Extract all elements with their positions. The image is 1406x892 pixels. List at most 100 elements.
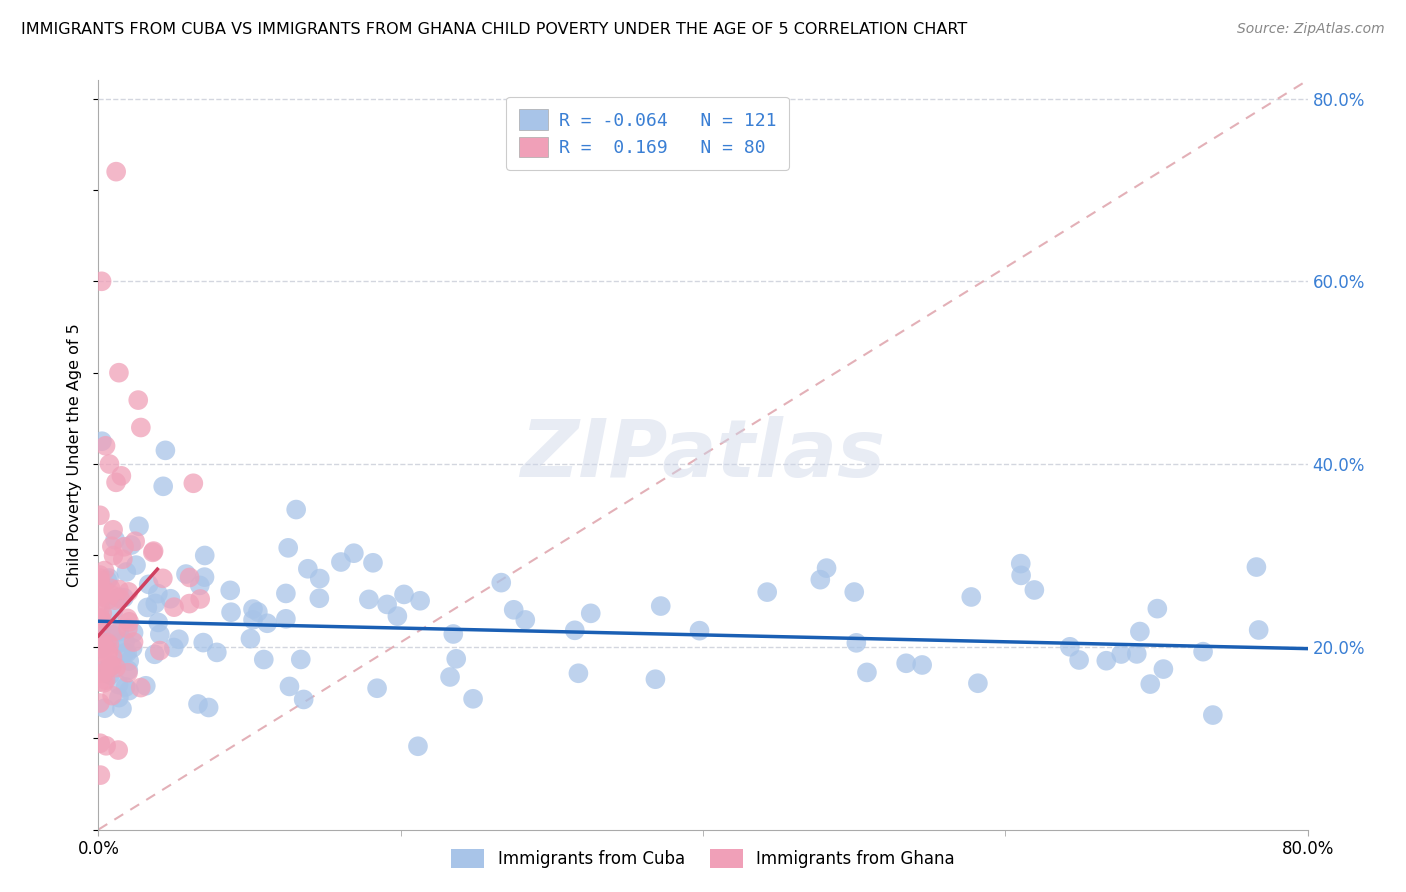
Point (146, 587, 169, 601)
Point (96, 635, 118, 649)
Point (1246, 560, 1268, 574)
Point (97, 661, 120, 675)
Point (489, 575, 512, 590)
Point (104, 593, 127, 607)
Point (108, 582, 131, 597)
Point (89, 508, 111, 523)
Point (108, 690, 131, 705)
Point (856, 665, 879, 680)
Point (205, 645, 228, 659)
Point (808, 573, 831, 587)
Point (90, 582, 112, 597)
Point (89, 568, 111, 582)
Point (91, 637, 114, 651)
Point (253, 652, 276, 666)
Point (285, 502, 308, 516)
Point (122, 635, 145, 649)
Point (1010, 568, 1032, 582)
Point (274, 612, 297, 626)
Point (308, 591, 330, 606)
Point (108, 624, 131, 639)
Point (129, 681, 152, 695)
Point (89, 616, 111, 631)
Point (93, 701, 115, 715)
Point (564, 624, 586, 638)
Point (117, 585, 139, 599)
Text: ZIPatlas: ZIPatlas (520, 416, 886, 494)
Point (89, 571, 111, 585)
Point (308, 572, 330, 586)
Point (93, 675, 115, 690)
Point (1129, 624, 1152, 639)
Point (101, 650, 124, 665)
Point (290, 652, 312, 666)
Point (441, 627, 464, 641)
Point (108, 591, 131, 606)
Point (104, 533, 127, 547)
Point (219, 583, 242, 598)
Point (461, 691, 484, 706)
Point (91, 606, 114, 620)
Point (90, 434, 112, 449)
Point (90, 613, 112, 627)
Point (105, 661, 128, 675)
Point (98, 571, 121, 585)
Point (152, 571, 174, 585)
Point (894, 657, 917, 671)
Point (138, 577, 160, 591)
Point (194, 549, 217, 563)
Point (242, 602, 264, 616)
Point (375, 598, 398, 612)
Point (911, 657, 934, 672)
Point (650, 599, 672, 613)
Point (122, 625, 145, 640)
Point (97, 592, 120, 607)
Point (101, 523, 124, 537)
Point (90, 640, 112, 655)
Point (108, 591, 131, 605)
Point (845, 636, 868, 650)
Point (148, 615, 170, 630)
Point (90, 624, 112, 638)
Point (1152, 662, 1174, 676)
Point (108, 366, 131, 380)
Point (129, 420, 152, 434)
Point (1146, 601, 1168, 615)
Point (579, 607, 602, 621)
Point (329, 555, 352, 569)
Point (163, 600, 186, 615)
Point (502, 603, 524, 617)
Point (104, 624, 127, 638)
Point (101, 539, 124, 553)
Point (188, 578, 211, 592)
Point (135, 679, 157, 693)
Point (143, 648, 166, 662)
Point (94, 673, 117, 687)
Point (111, 552, 134, 566)
Point (103, 603, 125, 617)
Point (1192, 645, 1215, 659)
Point (90, 590, 112, 604)
Point (278, 680, 301, 694)
Point (219, 605, 242, 619)
Point (174, 567, 197, 582)
Point (90, 664, 112, 678)
Point (103, 549, 125, 563)
Point (125, 558, 148, 573)
Point (357, 592, 380, 607)
Point (1067, 653, 1090, 667)
Point (297, 562, 319, 576)
Point (136, 600, 159, 615)
Point (142, 544, 165, 558)
Point (392, 587, 415, 601)
Point (89, 601, 111, 615)
Point (193, 570, 215, 584)
Point (967, 676, 990, 690)
Point (97, 644, 120, 658)
Point (343, 546, 366, 560)
Point (844, 585, 866, 599)
Point (112, 591, 135, 605)
Point (1024, 582, 1046, 597)
Point (366, 681, 388, 696)
Point (149, 643, 172, 657)
